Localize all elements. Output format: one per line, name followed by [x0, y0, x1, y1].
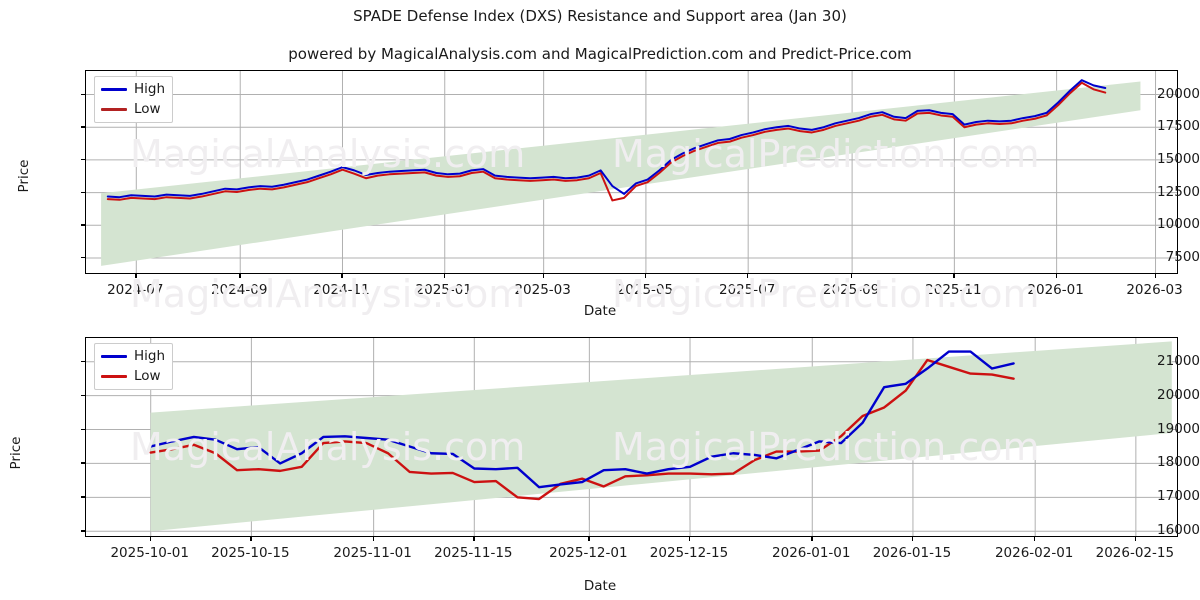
overview-plot-svg — [86, 71, 1177, 273]
y-tick-mark — [81, 360, 85, 363]
y-tick-label: 17000 — [1157, 488, 1200, 505]
legend-swatch-low — [101, 375, 127, 378]
x-tick-mark — [372, 537, 374, 541]
x-tick-mark — [747, 274, 749, 278]
watermark-magicalprediction-top2: MagicalPrediction.com — [612, 272, 1040, 316]
legend-label-high: High — [134, 347, 166, 364]
x-tick-label: 2025-11-01 — [333, 545, 412, 561]
x-tick-mark — [1055, 274, 1057, 278]
x-tick-label: 2024-07 — [107, 282, 164, 298]
x-tick-mark — [1034, 537, 1036, 541]
x-tick-mark — [149, 537, 151, 541]
overview-legend: High Low — [94, 76, 174, 123]
x-tick-label: 2025-11 — [925, 282, 982, 298]
legend-label-low: Low — [134, 100, 161, 117]
x-tick-mark — [953, 274, 955, 278]
legend-swatch-high — [101, 88, 127, 91]
detail-plot-area — [85, 337, 1178, 537]
y-tick-label: 17500 — [1157, 118, 1200, 135]
x-tick-label: 2026-02-01 — [994, 545, 1074, 561]
x-tick-label: 2026-03 — [1126, 282, 1183, 298]
x-tick-label: 2025-01 — [415, 282, 472, 298]
x-tick-mark — [811, 537, 813, 541]
x-tick-label: 2026-01-01 — [772, 545, 851, 561]
x-tick-mark — [542, 274, 544, 278]
x-tick-mark — [473, 537, 475, 541]
y-tick-mark — [81, 394, 85, 396]
x-tick-mark — [1134, 537, 1137, 541]
detail-x-axis-label: Date — [583, 578, 617, 594]
watermark-magicalanalysis-top2: MagicalAnalysis.com — [130, 272, 526, 316]
legend-item-low: Low — [101, 368, 165, 385]
y-tick-mark — [81, 126, 85, 128]
legend-swatch-low — [101, 108, 127, 111]
legend-label-low: Low — [134, 367, 161, 384]
x-tick-mark — [341, 274, 343, 278]
y-tick-label: 7500 — [1165, 249, 1200, 265]
overview-plot-area — [85, 70, 1178, 274]
legend-label-high: High — [134, 80, 166, 97]
x-tick-label: 2026-01-15 — [872, 545, 952, 561]
x-tick-label: 2025-12-01 — [549, 545, 628, 561]
x-tick-mark — [443, 274, 446, 278]
x-tick-label: 2025-11-15 — [434, 545, 513, 561]
y-tick-label: 16000 — [1157, 522, 1200, 539]
y-tick-mark — [81, 257, 85, 259]
detail-chart-panel: Price High Low 16000 17000 18000 19000 20000… — [0, 320, 1200, 600]
y-tick-label: 18000 — [1157, 454, 1200, 471]
y-tick-mark — [81, 158, 85, 161]
x-tick-label: 2025-09 — [822, 282, 880, 298]
x-tick-label: 2025-10-01 — [110, 545, 189, 561]
x-tick-label: 2025-05 — [616, 282, 674, 298]
x-tick-mark — [1154, 274, 1156, 278]
x-tick-label: 2026-02-15 — [1095, 545, 1175, 561]
x-tick-mark — [689, 537, 691, 541]
legend-item-high: High — [101, 81, 165, 98]
x-tick-mark — [135, 274, 137, 278]
x-tick-mark — [644, 274, 647, 278]
overview-chart-panel: Price High Low 7500 10000 12500 15000 17500 2… — [16, 70, 1200, 319]
page-subtitle: powered by MagicalAnalysis.com and Magic… — [288, 45, 912, 63]
x-tick-mark — [588, 537, 590, 541]
y-tick-label: 12500 — [1157, 183, 1200, 200]
x-tick-mark — [851, 274, 853, 278]
detail-legend: High Low — [94, 343, 174, 390]
x-tick-label: 2025-03 — [514, 282, 571, 298]
y-tick-mark — [81, 462, 85, 464]
y-tick-mark — [81, 530, 85, 532]
y-tick-label: 10000 — [1157, 216, 1200, 233]
x-tick-label: 2025-12-15 — [649, 545, 729, 561]
y-tick-mark — [81, 428, 85, 430]
y-tick-mark — [81, 224, 85, 226]
legend-item-low: Low — [101, 101, 165, 118]
page-title: SPADE Defense Index (DXS) Resistance and… — [353, 7, 847, 25]
x-tick-label: 2024-09 — [211, 282, 268, 298]
y-tick-mark — [81, 191, 85, 193]
x-tick-mark — [911, 537, 914, 541]
y-tick-mark — [81, 496, 85, 498]
watermark-magicalprediction-top: MagicalPrediction.com — [612, 132, 1040, 176]
y-tick-label: 15000 — [1157, 150, 1200, 167]
x-tick-label: 2026-01 — [1027, 282, 1084, 298]
watermark-magicalanalysis-bottom: MagicalAnalysis.com — [130, 425, 526, 469]
y-tick-label: 20000 — [1157, 85, 1200, 102]
y-tick-label: 21000 — [1157, 352, 1200, 369]
y-tick-label: 20000 — [1157, 386, 1200, 403]
watermark-magicalprediction-bottom: MagicalPrediction.com — [612, 425, 1040, 469]
legend-item-high: High — [101, 348, 165, 365]
watermark-magicalanalysis-top: MagicalAnalysis.com — [130, 132, 526, 176]
overview-x-axis-label: Date — [583, 303, 617, 319]
detail-plot-svg — [86, 338, 1177, 536]
legend-swatch-high — [101, 355, 127, 358]
y-tick-mark — [81, 93, 85, 95]
x-tick-mark — [250, 537, 252, 541]
x-tick-label: 2025-07 — [718, 282, 776, 298]
x-tick-label: 2025-10-15 — [211, 545, 290, 561]
detail-y-axis-label: Price — [8, 436, 24, 470]
x-tick-mark — [239, 274, 241, 278]
y-tick-label: 19000 — [1157, 420, 1200, 437]
overview-y-axis-label: Price — [16, 159, 32, 193]
x-tick-label: 2024-11 — [313, 282, 370, 298]
